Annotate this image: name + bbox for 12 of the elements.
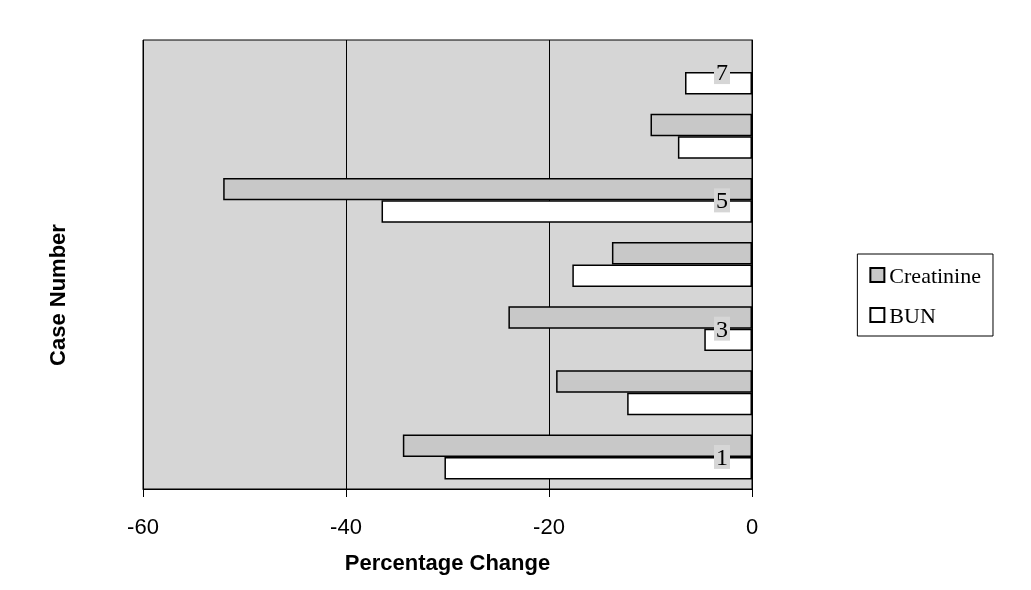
y-tick-label: 3	[716, 315, 728, 342]
x-axis-title: Percentage Change	[344, 549, 551, 575]
x-tick-label: -20	[533, 513, 565, 539]
y-tick-label: 1	[716, 443, 728, 470]
y-axis-title: Case Number	[44, 223, 70, 366]
y-tick-label: 5	[716, 187, 728, 214]
y-tick-label: 7	[716, 59, 728, 86]
x-tick-label: -40	[330, 513, 362, 539]
x-tick-label: 0	[745, 513, 759, 539]
x-tick-label: -60	[127, 513, 159, 539]
legend-label: Creatinine	[889, 262, 982, 288]
legend-label: BUN	[889, 302, 936, 328]
